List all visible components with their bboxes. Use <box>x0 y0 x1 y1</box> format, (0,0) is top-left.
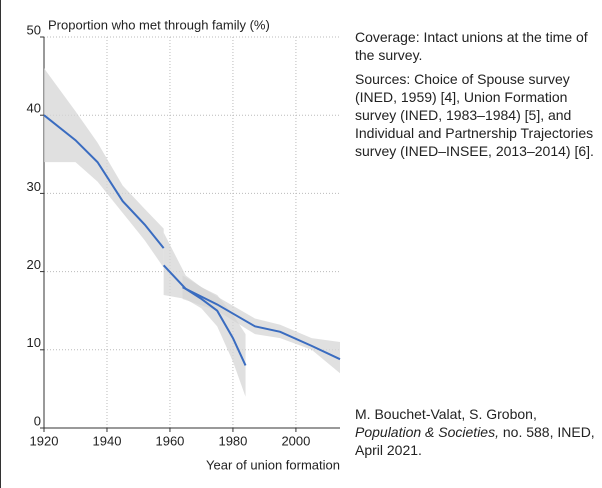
x-tick-label: 1980 <box>218 433 247 448</box>
confidence-band <box>182 275 340 374</box>
coverage-note: Coverage: Intact unions at the time of t… <box>355 29 588 63</box>
x-tick-label: 2000 <box>281 433 310 448</box>
x-tick-label: 1920 <box>30 433 59 448</box>
citation-authors: M. Bouchet-Valat, S. Grobon, <box>355 406 537 422</box>
citation-issue: no. 588, INED, April 2021. <box>355 424 595 458</box>
y-tick-label: 10 <box>27 335 41 350</box>
y-tick-label: 40 <box>27 101 41 116</box>
y-tick-label: 20 <box>27 257 41 272</box>
citation-journal: Population & Societies, <box>355 424 499 440</box>
x-tick-label: 1960 <box>155 433 184 448</box>
y-tick-label: 50 <box>27 22 41 37</box>
series-line <box>43 114 165 249</box>
series-line <box>162 264 247 366</box>
chart-title: Proportion who met through family (%) <box>48 17 270 32</box>
sources-note: Sources: Choice of Spouse survey (INED, … <box>355 71 594 159</box>
confidence-band <box>44 68 164 268</box>
citation: M. Bouchet-Valat, S. Grobon, Population … <box>355 405 601 459</box>
y-tick-label: 0 <box>34 413 41 428</box>
confidence-band <box>163 232 246 397</box>
y-tick-label: 30 <box>27 179 41 194</box>
notes: Coverage: Intact unions at the time of t… <box>355 28 601 166</box>
chart: Proportion who met through family (%) Ye… <box>0 0 341 488</box>
x-axis-label: Year of union formation <box>206 457 340 472</box>
x-tick-label: 1940 <box>93 433 122 448</box>
series-line <box>182 286 341 361</box>
